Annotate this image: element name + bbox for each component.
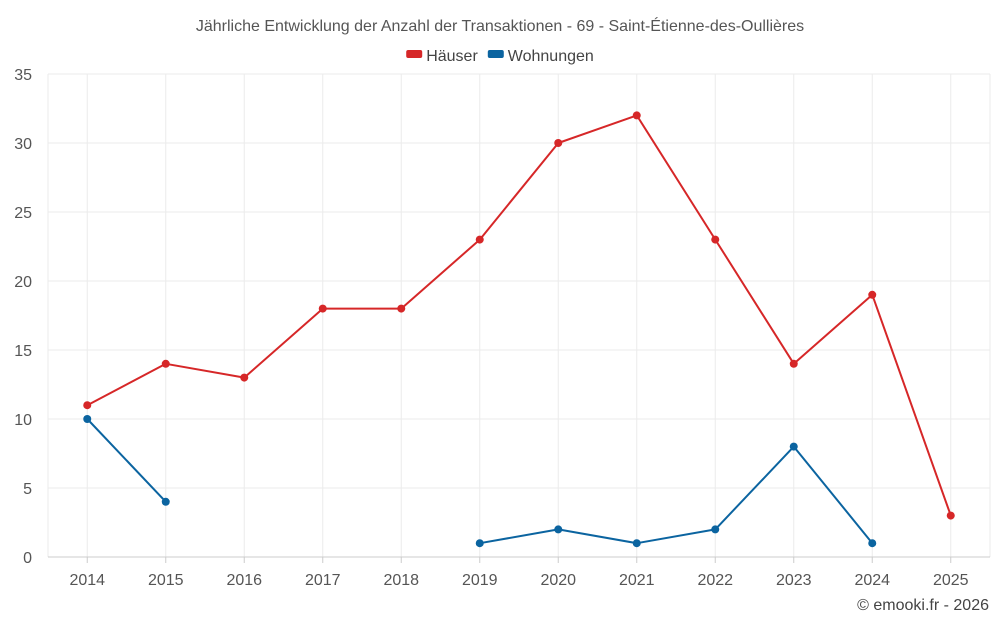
grid: [47, 73, 991, 557]
chart-title: Jährliche Entwicklung der Anzahl der Tra…: [196, 16, 804, 35]
series-0-point: [475, 235, 484, 244]
legend-label: Häuser: [426, 48, 478, 65]
legend-label: Wohnungen: [508, 48, 594, 65]
x-tick-label: 2022: [697, 572, 733, 589]
x-tick-label: 2020: [540, 572, 576, 589]
series-0-point: [946, 511, 955, 520]
series-0-point: [632, 111, 641, 120]
x-tick-label: 2014: [69, 572, 105, 589]
series-1-point: [868, 539, 877, 548]
x-tick-label: 2016: [226, 572, 262, 589]
x-tick-label: 2024: [854, 572, 890, 589]
x-tick-label: 2021: [619, 572, 655, 589]
y-tick-label: 10: [14, 412, 32, 429]
y-tick-label: 20: [14, 274, 32, 291]
series: [83, 111, 955, 548]
x-tick-label: 2018: [383, 572, 419, 589]
legend-swatch: [406, 50, 423, 58]
series-1-line: [86, 418, 167, 503]
y-tick-label: 15: [14, 343, 32, 360]
series-1-point: [83, 415, 92, 423]
series-1-point: [711, 525, 720, 534]
series-0-point: [161, 359, 170, 368]
series-0-point: [711, 235, 720, 244]
series-0-point: [868, 290, 877, 299]
series-1-point: [789, 442, 798, 451]
series-0-line: [86, 114, 952, 516]
y-tick-label: 30: [14, 136, 32, 153]
series-1-point: [475, 539, 484, 548]
series-1-line: [479, 445, 874, 545]
series-0-point: [397, 304, 406, 313]
series-1-point: [554, 525, 563, 534]
y-tick-label: 25: [14, 205, 32, 222]
x-tick-label: 2015: [148, 572, 184, 589]
series-0-point: [240, 373, 249, 382]
legend-swatch: [487, 50, 504, 58]
series-1-point: [632, 539, 641, 548]
x-tick-label: 2023: [776, 572, 812, 589]
series-0-point: [554, 139, 563, 147]
series-1-point: [161, 497, 170, 506]
x-tick-label: 2017: [305, 572, 341, 589]
x-tick-label: 2019: [462, 572, 498, 589]
y-tick-label: 0: [23, 550, 32, 567]
x-tick-label: 2025: [933, 572, 969, 589]
legend: Häuser Wohnungen: [406, 48, 594, 65]
y-tick-label: 5: [23, 481, 32, 498]
y-tick-label: 35: [14, 67, 32, 84]
series-0-point: [789, 359, 798, 368]
series-0-point: [83, 401, 92, 410]
credit-text: © emooki.fr - 2026: [857, 597, 989, 614]
series-0-point: [318, 304, 327, 313]
